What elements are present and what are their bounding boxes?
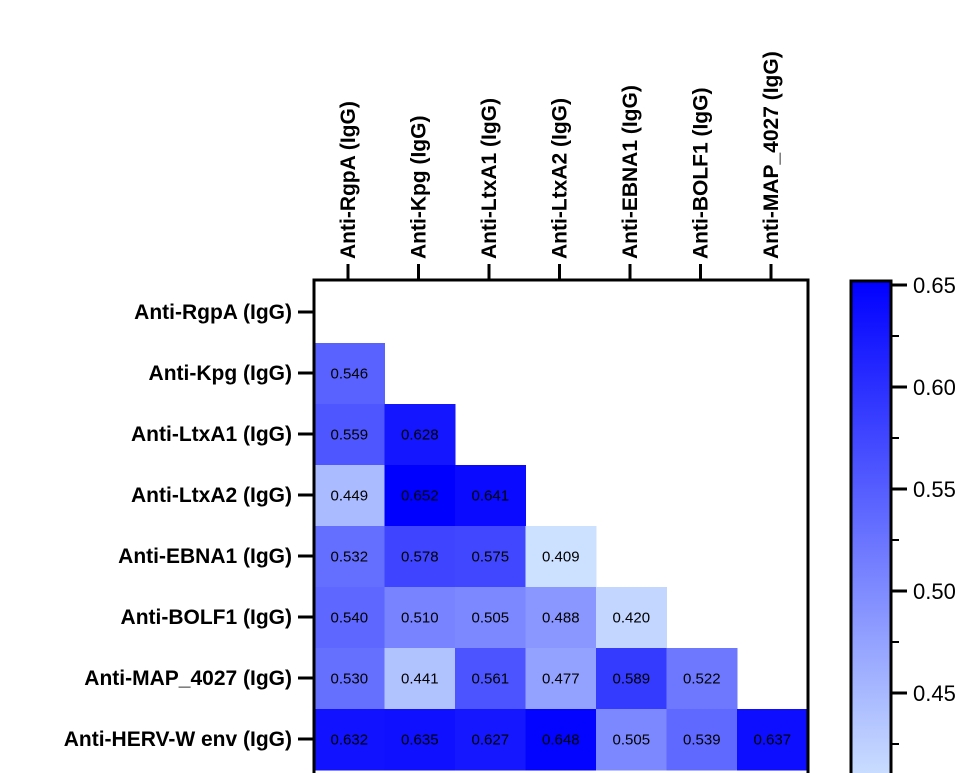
heatmap-cell bbox=[455, 709, 526, 771]
cell-value-label: 0.539 bbox=[683, 732, 721, 749]
row-label: Anti-Kpg (IgG) bbox=[149, 362, 292, 385]
cell-value-label: 0.641 bbox=[472, 488, 510, 505]
row-label: Anti-RgpA (IgG) bbox=[134, 301, 292, 324]
colorbar-tick-label: 0.65 bbox=[913, 273, 956, 298]
heatmap-cell bbox=[384, 526, 456, 588]
column-label: Anti-BOLF1 (IgG) bbox=[690, 88, 713, 259]
row-label: Anti-HERV-W env (IgG) bbox=[64, 728, 292, 751]
heatmap-cell bbox=[384, 648, 456, 710]
colorbar-tick-label: 0.55 bbox=[913, 477, 956, 502]
heatmap-cell bbox=[384, 465, 456, 527]
column-label: Anti-EBNA1 (IgG) bbox=[619, 85, 642, 259]
cell-value-label: 0.652 bbox=[401, 488, 439, 505]
heatmap-cell bbox=[314, 404, 385, 466]
heatmap-cell bbox=[384, 404, 456, 466]
heatmap-cell-values: 0.546 0.559 0.628 0.449 0.652 0.641 0.532 0.578… bbox=[331, 366, 792, 749]
heatmap-cell bbox=[314, 465, 385, 527]
cell-value-label: 0.540 bbox=[331, 610, 369, 627]
heatmap-cell bbox=[525, 648, 597, 710]
heatmap-cell bbox=[525, 526, 597, 588]
column-label: Anti-RgpA (IgG) bbox=[337, 101, 360, 259]
heatmap-cell bbox=[596, 587, 667, 649]
row-label: Anti-LtxA1 (IgG) bbox=[131, 423, 292, 446]
column-label: Anti-LtxA1 (IgG) bbox=[478, 98, 501, 259]
cell-value-label: 0.510 bbox=[401, 610, 439, 627]
heatmap-cell bbox=[314, 648, 385, 710]
colorbar-tick-label: 0.50 bbox=[913, 579, 956, 604]
colorbar-tick-label: 0.45 bbox=[913, 681, 956, 706]
cell-value-label: 0.532 bbox=[331, 549, 369, 566]
cell-value-label: 0.589 bbox=[613, 671, 651, 688]
row-label: Anti-EBNA1 (IgG) bbox=[118, 545, 292, 568]
heatmap-cell bbox=[525, 587, 597, 649]
heatmap-cell bbox=[525, 709, 597, 771]
heatmap-cell bbox=[314, 587, 385, 649]
column-label: Anti-Kpg (IgG) bbox=[408, 116, 431, 259]
heatmap-cell bbox=[314, 709, 385, 771]
cell-value-label: 0.628 bbox=[401, 427, 439, 444]
cell-value-label: 0.637 bbox=[754, 732, 792, 749]
colorbar-gradient bbox=[849, 279, 893, 773]
heatmap-cell bbox=[596, 709, 667, 771]
cell-value-label: 0.505 bbox=[613, 732, 651, 749]
cell-value-label: 0.575 bbox=[472, 549, 510, 566]
heatmap-cells bbox=[314, 343, 808, 771]
heatmap-cell bbox=[455, 526, 526, 588]
heatmap-cell bbox=[314, 526, 385, 588]
cell-value-label: 0.420 bbox=[613, 610, 651, 627]
heatmap-cell bbox=[666, 709, 738, 771]
heatmap-cell bbox=[314, 343, 385, 405]
heatmap-cell bbox=[737, 709, 808, 771]
heatmap-cell bbox=[384, 587, 456, 649]
cell-value-label: 0.578 bbox=[401, 549, 439, 566]
cell-value-label: 0.488 bbox=[542, 610, 580, 627]
cell-value-label: 0.477 bbox=[542, 671, 580, 688]
cell-value-label: 0.449 bbox=[331, 488, 369, 505]
cell-value-label: 0.561 bbox=[472, 671, 510, 688]
cell-value-label: 0.632 bbox=[331, 732, 369, 749]
cell-value-label: 0.635 bbox=[401, 732, 439, 749]
cell-value-label: 0.559 bbox=[331, 427, 369, 444]
heatmap-cell bbox=[455, 587, 526, 649]
cell-value-label: 0.546 bbox=[331, 366, 369, 383]
cell-value-label: 0.648 bbox=[542, 732, 580, 749]
heatmap-cell bbox=[666, 648, 738, 710]
heatmap-cell bbox=[596, 648, 667, 710]
row-axis: Anti-RgpA (IgG) Anti-Kpg (IgG) Anti-LtxA1 … bbox=[64, 301, 314, 751]
row-label: Anti-LtxA2 (IgG) bbox=[131, 484, 292, 507]
colorbar-tick-label: 0.60 bbox=[913, 375, 956, 400]
cell-value-label: 0.505 bbox=[472, 610, 510, 627]
heatmap-cell bbox=[384, 709, 456, 771]
heatmap-cell bbox=[455, 465, 526, 527]
cell-value-label: 0.522 bbox=[683, 671, 721, 688]
column-axis: Anti-RgpA (IgG) Anti-Kpg (IgG) Anti-LtxA1 … bbox=[337, 51, 783, 280]
column-label: Anti-LtxA2 (IgG) bbox=[549, 98, 572, 259]
cell-value-label: 0.627 bbox=[472, 732, 510, 749]
colorbar: 0.65 0.60 0.55 0.50 0.45 bbox=[849, 273, 956, 773]
cell-value-label: 0.409 bbox=[542, 549, 580, 566]
heatmap-cell bbox=[455, 648, 526, 710]
cell-value-label: 0.441 bbox=[401, 671, 439, 688]
column-label: Anti-MAP_4027 (IgG) bbox=[760, 51, 783, 259]
cell-value-label: 0.530 bbox=[331, 671, 369, 688]
row-label: Anti-BOLF1 (IgG) bbox=[121, 606, 292, 629]
row-label: Anti-MAP_4027 (IgG) bbox=[84, 667, 292, 690]
